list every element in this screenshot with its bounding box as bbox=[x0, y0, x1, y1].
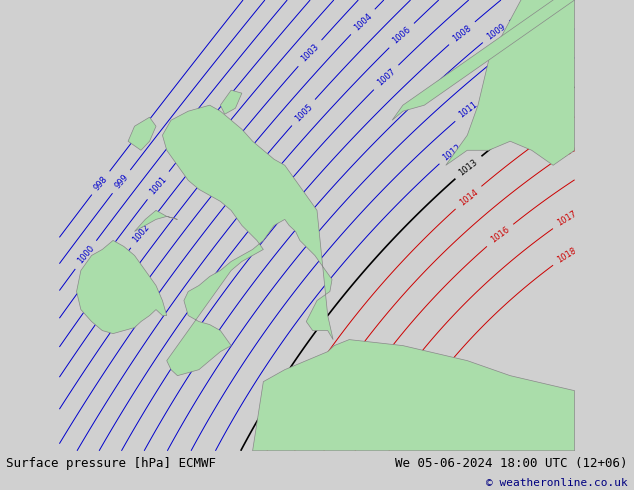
Polygon shape bbox=[134, 210, 178, 231]
Text: 1008: 1008 bbox=[451, 23, 473, 43]
Text: 1017: 1017 bbox=[555, 210, 578, 228]
Polygon shape bbox=[162, 105, 333, 376]
Text: 1014: 1014 bbox=[457, 188, 479, 207]
Text: 1009: 1009 bbox=[485, 22, 507, 42]
Polygon shape bbox=[252, 340, 574, 451]
Polygon shape bbox=[221, 90, 242, 114]
Text: We 05-06-2024 18:00 UTC (12+06): We 05-06-2024 18:00 UTC (12+06) bbox=[395, 457, 628, 470]
Text: 1002: 1002 bbox=[131, 223, 152, 245]
Text: 1010: 1010 bbox=[522, 21, 545, 40]
Text: 1001: 1001 bbox=[148, 174, 169, 196]
Polygon shape bbox=[446, 0, 574, 165]
Text: 999: 999 bbox=[113, 173, 130, 191]
Text: 1005: 1005 bbox=[293, 102, 314, 123]
Text: 1016: 1016 bbox=[489, 225, 511, 245]
Text: 1013: 1013 bbox=[457, 157, 479, 177]
Polygon shape bbox=[128, 117, 156, 150]
Polygon shape bbox=[392, 0, 574, 120]
Text: 1011: 1011 bbox=[457, 100, 479, 120]
Text: 1007: 1007 bbox=[375, 67, 397, 88]
Text: 1000: 1000 bbox=[75, 244, 96, 266]
Text: Surface pressure [hPa] ECMWF: Surface pressure [hPa] ECMWF bbox=[6, 457, 216, 470]
Polygon shape bbox=[77, 241, 167, 334]
Text: 1012: 1012 bbox=[441, 142, 463, 162]
Text: © weatheronline.co.uk: © weatheronline.co.uk bbox=[486, 478, 628, 488]
Text: 998: 998 bbox=[92, 174, 109, 192]
Text: 1015: 1015 bbox=[555, 144, 578, 162]
Text: 1004: 1004 bbox=[352, 11, 373, 32]
Text: 1003: 1003 bbox=[299, 43, 321, 64]
Text: 1018: 1018 bbox=[555, 246, 578, 265]
Text: 1006: 1006 bbox=[391, 25, 413, 46]
